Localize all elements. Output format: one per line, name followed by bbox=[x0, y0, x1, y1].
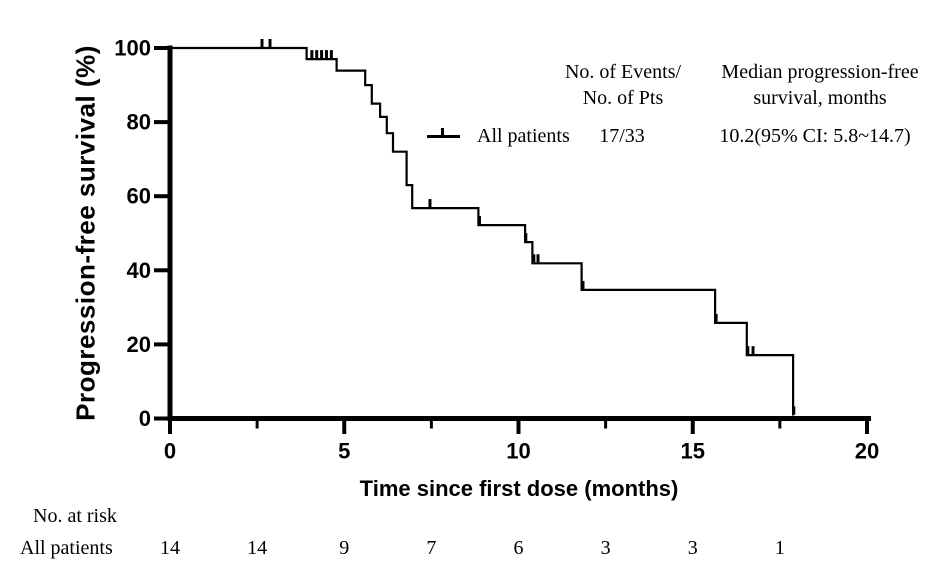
y-tick-label: 20 bbox=[127, 332, 151, 357]
median-value: 10.2(95% CI: 5.8~14.7) bbox=[719, 125, 911, 147]
y-axis-title: Progression-free survival (%) bbox=[70, 45, 101, 421]
events-header-line2: No. of Pts bbox=[582, 87, 664, 109]
x-tick-label: 5 bbox=[338, 439, 350, 464]
x-axis-title: Time since first dose (months) bbox=[359, 476, 679, 501]
x-tick-label: 10 bbox=[506, 439, 530, 464]
at-risk-value: 6 bbox=[513, 537, 524, 559]
at-risk-value: 14 bbox=[160, 537, 180, 559]
x-tick-label: 0 bbox=[164, 439, 176, 464]
at-risk-row-label: All patients bbox=[20, 537, 113, 559]
median-column-header: Median progression-free survival, months bbox=[721, 59, 918, 111]
y-tick-label: 80 bbox=[127, 110, 151, 135]
y-tick-label: 60 bbox=[127, 184, 151, 209]
y-tick-label: 0 bbox=[139, 406, 151, 431]
legend-series-label: All patients bbox=[477, 125, 570, 147]
at-risk-value: 1 bbox=[774, 537, 785, 559]
legend-marker-line-icon bbox=[427, 135, 460, 138]
legend-censor-tick-icon bbox=[440, 128, 444, 137]
y-tick-label: 40 bbox=[127, 258, 151, 283]
at-risk-value: 9 bbox=[339, 537, 350, 559]
at-risk-value: 3 bbox=[687, 537, 698, 559]
survival-curve bbox=[170, 46, 795, 416]
median-header-line2: survival, months bbox=[753, 87, 887, 109]
at-risk-value: 3 bbox=[600, 537, 611, 559]
x-tick-label: 15 bbox=[681, 439, 705, 464]
y-tick-label: 100 bbox=[114, 36, 151, 61]
events-value: 17/33 bbox=[599, 125, 645, 147]
events-column-header: No. of Events/ No. of Pts bbox=[565, 59, 681, 111]
events-header-line1: No. of Events/ bbox=[564, 61, 682, 83]
at-risk-value: 7 bbox=[426, 537, 437, 559]
median-header-line1: Median progression-free bbox=[721, 61, 919, 83]
at-risk-value: 14 bbox=[247, 537, 268, 559]
at-risk-header: No. at risk bbox=[33, 505, 117, 527]
at-risk-values-row: 14 14 9 7 6 3 3 1 bbox=[0, 537, 931, 565]
x-tick-label: 20 bbox=[855, 439, 879, 464]
